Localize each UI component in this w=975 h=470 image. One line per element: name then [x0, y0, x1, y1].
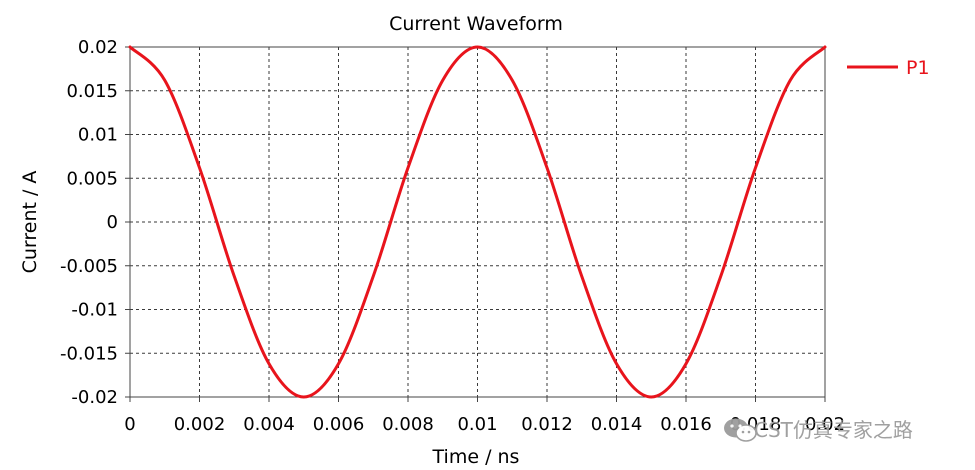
y-tick-label: 0.005 [66, 168, 118, 189]
x-axis-label: Time / ns [432, 446, 520, 468]
watermark-text: CST仿真专家之路 [754, 418, 913, 442]
legend: P1 [847, 57, 930, 79]
series-line-p1 [128, 45, 827, 399]
x-tick-label: 0.006 [313, 414, 365, 435]
y-tick-label: 0 [107, 212, 118, 233]
y-tick-label: 0.01 [78, 125, 118, 146]
y-tick-label: 0.02 [78, 37, 118, 58]
x-tick-label: 0.008 [382, 414, 434, 435]
chart-title: Current Waveform [389, 13, 563, 35]
y-tick-label: -0.02 [71, 387, 118, 408]
y-tick-label: -0.005 [60, 256, 118, 277]
legend-label-p1: P1 [906, 57, 930, 79]
x-tick-label: 0.002 [174, 414, 226, 435]
y-tick-label: -0.01 [71, 300, 118, 321]
x-tick-label: 0.014 [591, 414, 643, 435]
wechat-icon [724, 418, 757, 442]
y-axis-ticks: 0.02 0.015 0.01 0.005 0 -0.005 -0.01 -0.015 -0.0… [60, 37, 130, 408]
x-axis-ticks: 0 0.002 0.004 0.006 0.008 0.01 0.012 0.014 0.016… [124, 397, 845, 435]
y-axis-label: Current / A [19, 171, 41, 274]
x-tick-label: 0.016 [660, 414, 712, 435]
grid-lines [130, 47, 825, 397]
x-tick-label: 0.01 [457, 414, 497, 435]
x-tick-label: 0.004 [243, 414, 295, 435]
watermark: CST仿真专家之路 [724, 418, 913, 442]
x-tick-label: 0.02 [805, 414, 845, 435]
x-tick-label: 0 [124, 414, 135, 435]
y-tick-label: -0.015 [60, 343, 118, 364]
x-tick-label: 0.012 [521, 414, 573, 435]
y-tick-label: 0.015 [66, 81, 118, 102]
